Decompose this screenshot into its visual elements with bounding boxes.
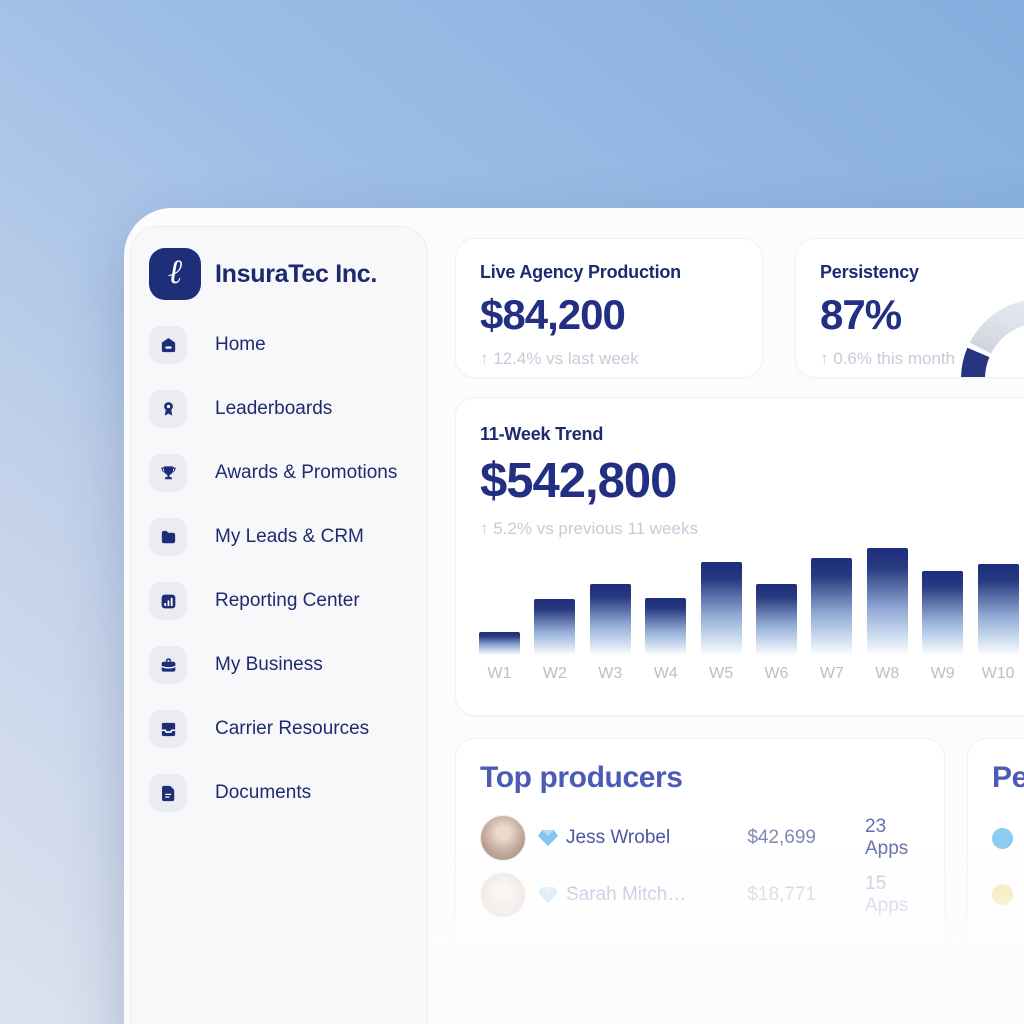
card-partial-right: Pe xyxy=(967,738,1024,988)
bar-w10[interactable]: W10 xyxy=(977,548,1019,682)
brand-name: InsuraTec Inc. xyxy=(215,259,378,288)
diamond-icon xyxy=(538,830,558,846)
sidebar: ℓ InsuraTec Inc. Home Leaderboards xyxy=(130,226,428,1024)
document-icon xyxy=(149,774,187,812)
medal-icon xyxy=(149,390,187,428)
inbox-icon xyxy=(149,710,187,748)
sidebar-item-label: Documents xyxy=(215,782,312,803)
trend-value: $542,800 xyxy=(480,454,677,508)
trend-bar-chart: W1W2W3W4W5W6W7W8W9W10W11 xyxy=(479,548,1024,682)
persistency-title: Persistency xyxy=(820,262,919,282)
production-value: $84,200 xyxy=(480,291,626,338)
card-top-producers: Top producers Jess Wrobel $42,699 23 App… xyxy=(455,738,945,988)
sidebar-item-carrier[interactable]: Carrier Resources xyxy=(149,710,409,748)
production-delta: ↑ 12.4% vs last week xyxy=(480,349,639,368)
persistency-delta: ↑ 0.6% this month xyxy=(820,349,956,368)
card-persistency: Persistency 87% ↑ 0.6% this month xyxy=(795,238,1024,378)
legend-dot-yellow xyxy=(992,884,1013,905)
sidebar-item-reporting[interactable]: Reporting Center xyxy=(149,582,409,620)
bar-w7[interactable]: W7 xyxy=(811,548,853,682)
production-title: Live Agency Production xyxy=(480,262,681,282)
chart-icon xyxy=(149,582,187,620)
bar-rect[interactable] xyxy=(700,562,742,655)
bar-w2[interactable]: W2 xyxy=(534,548,576,682)
avatar xyxy=(480,872,526,918)
sidebar-item-home[interactable]: Home xyxy=(149,326,409,364)
bar-label: W8 xyxy=(875,665,900,682)
sidebar-item-documents[interactable]: Documents xyxy=(149,774,409,812)
bar-w5[interactable]: W5 xyxy=(700,548,742,682)
persistency-value: 87% xyxy=(820,291,902,338)
bar-rect[interactable] xyxy=(479,632,520,655)
sidebar-item-label: My Leads & CRM xyxy=(215,526,364,547)
sidebar-item-label: Awards & Promotions xyxy=(215,462,398,483)
bar-rect[interactable] xyxy=(811,558,853,655)
bar-w4[interactable]: W4 xyxy=(645,548,687,682)
producer-name: Sarah Mitch… xyxy=(566,884,687,905)
card-11-week-trend: 11-Week Trend $542,800 ↑ 5.2% vs previou… xyxy=(455,397,1024,716)
bar-label: W1 xyxy=(487,665,512,682)
bar-label: W10 xyxy=(981,665,1015,682)
insuratec-logo-icon: ℓ xyxy=(149,248,201,300)
partial-card-title: Pe xyxy=(992,761,1024,794)
sidebar-item-leads-crm[interactable]: My Leads & CRM xyxy=(149,518,409,556)
bar-rect[interactable] xyxy=(534,599,576,655)
bar-w8[interactable]: W8 xyxy=(866,548,908,682)
card-live-agency-production: Live Agency Production $84,200 ↑ 12.4% v… xyxy=(455,238,763,378)
sidebar-item-label: Home xyxy=(215,334,266,355)
home-icon xyxy=(149,326,187,364)
producer-amount: $42,699 xyxy=(747,827,816,848)
bar-w1[interactable]: W1 xyxy=(479,548,520,682)
bar-rect[interactable] xyxy=(589,584,631,655)
bar-label: W2 xyxy=(542,665,567,682)
producer-amount: $18,771 xyxy=(747,884,816,905)
diamond-icon xyxy=(538,887,558,903)
producer-apps: 15 Apps xyxy=(865,873,909,916)
trend-delta: ↑ 5.2% vs previous 11 weeks xyxy=(480,519,698,538)
bar-label: W4 xyxy=(653,665,678,682)
sidebar-item-label: Reporting Center xyxy=(215,590,360,611)
briefcase-icon xyxy=(149,646,187,684)
bar-rect[interactable] xyxy=(977,564,1019,655)
producer-apps: 23 Apps xyxy=(865,816,909,859)
bar-rect[interactable] xyxy=(866,548,908,655)
producer-row-jess-wrobel[interactable]: Jess Wrobel $42,699 23 Apps xyxy=(480,814,920,862)
folder-icon xyxy=(149,518,187,556)
bar-w9[interactable]: W9 xyxy=(922,548,964,682)
sidebar-item-leaderboards[interactable]: Leaderboards xyxy=(149,390,409,428)
sidebar-item-business[interactable]: My Business xyxy=(149,646,409,684)
bar-w3[interactable]: W3 xyxy=(589,548,631,682)
bar-w6[interactable]: W6 xyxy=(756,548,797,682)
sidebar-item-awards[interactable]: Awards & Promotions xyxy=(149,454,409,492)
bar-label: W7 xyxy=(819,665,844,682)
sidebar-item-label: My Business xyxy=(215,654,323,675)
bar-rect[interactable] xyxy=(922,571,964,655)
top-producers-title: Top producers xyxy=(480,761,683,794)
bar-label: W9 xyxy=(930,665,955,682)
bar-rect[interactable] xyxy=(756,584,797,655)
brand: ℓ InsuraTec Inc. xyxy=(149,248,377,300)
avatar xyxy=(480,815,526,861)
sidebar-item-label: Carrier Resources xyxy=(215,718,370,739)
producer-name: Jess Wrobel xyxy=(566,827,671,848)
sidebar-nav: Home Leaderboards Awards & Promotions My… xyxy=(149,326,409,838)
trend-title: 11-Week Trend xyxy=(480,424,604,444)
bar-label: W6 xyxy=(764,665,789,682)
trophy-icon xyxy=(149,454,187,492)
logo-glyph: ℓ xyxy=(167,252,183,292)
legend-dot-blue xyxy=(992,828,1013,849)
producer-row-sarah-mitchell[interactable]: Sarah Mitch… $18,771 15 Apps xyxy=(480,871,920,919)
bar-label: W5 xyxy=(709,665,734,682)
bar-rect[interactable] xyxy=(645,598,687,655)
bar-label: W3 xyxy=(598,665,623,682)
app-window: ℓ InsuraTec Inc. Home Leaderboards xyxy=(124,208,1024,1024)
sidebar-item-label: Leaderboards xyxy=(215,398,333,419)
